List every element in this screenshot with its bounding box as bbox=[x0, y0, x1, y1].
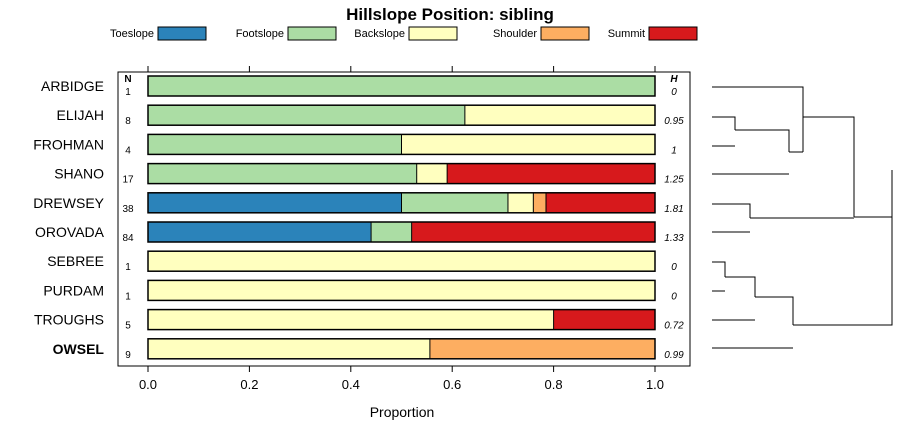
legend-swatch-footslope bbox=[287, 26, 337, 41]
row-label-shano: SHANO bbox=[54, 166, 104, 182]
h-value-drewsey: 1.81 bbox=[664, 204, 683, 215]
n-value-troughs: 5 bbox=[125, 321, 131, 332]
bar-segment-drewsey-shoulder bbox=[533, 192, 546, 213]
n-value-owsel: 9 bbox=[125, 350, 131, 361]
legend-swatch-toeslope bbox=[157, 26, 207, 41]
row-label-sebree: SEBREE bbox=[47, 253, 104, 269]
bar-segment-owsel-shoulder bbox=[429, 338, 655, 359]
bar-segment-shano-backslope bbox=[416, 163, 448, 184]
h-value-troughs: 0.72 bbox=[664, 321, 684, 332]
n-value-orovada: 84 bbox=[122, 233, 134, 244]
x-tick-label: 0.2 bbox=[240, 377, 258, 392]
h-value-arbidge: 0 bbox=[671, 87, 677, 98]
n-value-arbidge: 1 bbox=[125, 87, 131, 98]
x-axis-title: Proportion bbox=[370, 404, 435, 420]
plot-frame bbox=[117, 71, 691, 367]
bar-segment-troughs-summit bbox=[553, 309, 655, 330]
bar-segment-frohman-backslope bbox=[401, 134, 655, 155]
n-column-header: N bbox=[124, 74, 131, 85]
x-tick-label: 0.6 bbox=[443, 377, 461, 392]
h-value-frohman: 1 bbox=[671, 145, 677, 156]
legend: Toeslope Footslope Backslope Shoulder Summit bbox=[110, 26, 698, 41]
bar-outline-arbidge bbox=[147, 75, 656, 97]
bar-segment-drewsey-summit bbox=[545, 192, 655, 213]
bar-segment-shano-footslope bbox=[148, 163, 417, 184]
row-label-orovada: OROVADA bbox=[35, 224, 105, 240]
row-label-frohman: FROHMAN bbox=[33, 136, 104, 152]
bar-segment-drewsey-backslope bbox=[507, 192, 534, 213]
bar-outline-elijah bbox=[147, 104, 656, 126]
x-tick-label: 1.0 bbox=[646, 377, 664, 392]
row-label-troughs: TROUGHS bbox=[34, 312, 104, 328]
bar-segment-orovada-toeslope bbox=[148, 222, 372, 242]
legend-label-shoulder: Shoulder bbox=[493, 28, 537, 40]
bar-outline-orovada bbox=[147, 221, 656, 243]
h-value-sebree: 0 bbox=[671, 262, 677, 273]
h-value-owsel: 0.99 bbox=[664, 350, 684, 361]
bar-segment-owsel-backslope bbox=[148, 338, 430, 359]
bar-segment-drewsey-toeslope bbox=[148, 192, 402, 213]
n-value-frohman: 4 bbox=[125, 145, 131, 156]
legend-label-footslope: Footslope bbox=[236, 28, 284, 40]
dendrogram-branch bbox=[712, 203, 892, 233]
bar-segment-sebree-backslope bbox=[148, 251, 655, 272]
bar-outline-troughs bbox=[147, 308, 656, 331]
h-column-header: H bbox=[670, 74, 678, 85]
bar-segment-purdam-backslope bbox=[148, 280, 655, 301]
h-value-purdam: 0 bbox=[671, 291, 677, 302]
bar-outline-owsel bbox=[147, 338, 656, 360]
x-axis: 0.0 0.2 0.4 0.6 0.8 1.0 bbox=[139, 66, 664, 392]
x-tick-label: 0.0 bbox=[139, 377, 157, 392]
bar-segment-shano-summit bbox=[447, 163, 655, 184]
bar-segment-elijah-backslope bbox=[464, 105, 655, 126]
bar-rows: ARBIDGE 1 0 ELIJAH 8 0.95 FROHMAN 4 1 SHANO 17 1.25… bbox=[33, 75, 684, 361]
n-value-elijah: 8 bbox=[125, 116, 131, 127]
chart-title: Hillslope Position: sibling bbox=[346, 5, 554, 24]
legend-label-backslope: Backslope bbox=[354, 28, 405, 40]
n-value-sebree: 1 bbox=[125, 262, 131, 273]
bar-segment-orovada-footslope bbox=[371, 222, 412, 242]
bar-outline-purdam bbox=[147, 279, 656, 302]
h-value-shano: 1.25 bbox=[664, 175, 684, 186]
bar-segment-frohman-footslope bbox=[148, 134, 402, 155]
dendrogram-branch bbox=[712, 86, 855, 217]
legend-swatch-summit bbox=[648, 26, 698, 41]
x-tick-label: 0.4 bbox=[342, 377, 360, 392]
bar-outline-frohman bbox=[147, 133, 656, 156]
n-value-purdam: 1 bbox=[125, 291, 131, 302]
bar-segment-drewsey-footslope bbox=[401, 192, 508, 213]
legend-swatch-shoulder bbox=[540, 26, 590, 41]
legend-label-summit: Summit bbox=[608, 28, 645, 40]
h-value-orovada: 1.33 bbox=[664, 233, 684, 244]
n-value-shano: 17 bbox=[122, 175, 134, 186]
row-label-purdam: PURDAM bbox=[43, 282, 104, 298]
row-label-drewsey: DREWSEY bbox=[33, 195, 104, 211]
dendrogram bbox=[712, 86, 893, 349]
bar-segment-arbidge-footslope bbox=[148, 76, 655, 96]
dendrogram-branch bbox=[712, 170, 893, 349]
legend-swatch-backslope bbox=[408, 26, 458, 41]
row-label-owsel: OWSEL bbox=[53, 341, 105, 357]
bar-segment-orovada-summit bbox=[411, 222, 655, 242]
bar-outline-drewsey bbox=[147, 192, 656, 214]
x-tick-label: 0.8 bbox=[545, 377, 563, 392]
bar-segment-troughs-backslope bbox=[148, 309, 554, 330]
bar-segment-elijah-footslope bbox=[148, 105, 465, 126]
legend-label-toeslope: Toeslope bbox=[110, 28, 154, 40]
bar-outline-sebree bbox=[147, 250, 656, 272]
h-value-elijah: 0.95 bbox=[664, 116, 684, 127]
row-label-arbidge: ARBIDGE bbox=[41, 78, 104, 94]
bar-outline-shano bbox=[147, 162, 656, 185]
row-label-elijah: ELIJAH bbox=[57, 107, 104, 123]
n-value-drewsey: 38 bbox=[122, 204, 134, 215]
